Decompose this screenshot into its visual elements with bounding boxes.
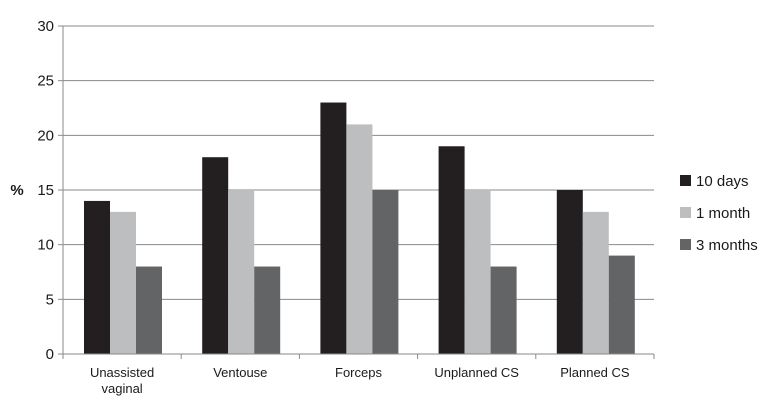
y-tick-label: 20 bbox=[37, 127, 54, 144]
bar bbox=[556, 190, 583, 354]
bar bbox=[254, 266, 281, 354]
x-category-label: Planned CS bbox=[560, 365, 630, 380]
legend-label: 10 days bbox=[696, 173, 749, 190]
x-category-label: Unplanned CS bbox=[434, 365, 519, 380]
y-tick-label: 5 bbox=[46, 291, 54, 308]
bar bbox=[110, 211, 136, 354]
x-category-label: Ventouse bbox=[213, 365, 267, 380]
bar bbox=[438, 146, 465, 354]
y-tick-label: 30 bbox=[37, 18, 54, 35]
y-tick-label: 0 bbox=[46, 346, 54, 363]
bar bbox=[320, 102, 347, 355]
axes bbox=[58, 26, 655, 359]
bar bbox=[136, 266, 162, 354]
bar bbox=[608, 255, 635, 354]
bar bbox=[346, 124, 373, 355]
y-axis-title: % bbox=[10, 182, 23, 199]
bar bbox=[464, 190, 491, 354]
y-tick-label: 25 bbox=[37, 73, 54, 90]
y-tick-label: 10 bbox=[37, 237, 54, 254]
legend-swatch bbox=[680, 207, 691, 218]
x-category-label: Forceps bbox=[335, 365, 382, 380]
bar bbox=[228, 190, 255, 354]
y-axis-ticks: 0 5 10 15 20 25 30 bbox=[37, 18, 63, 363]
legend-label: 1 month bbox=[696, 205, 750, 222]
bar bbox=[490, 266, 517, 354]
bar bbox=[582, 211, 609, 354]
legend: 10 days 1 month 3 months bbox=[680, 173, 758, 254]
bar bbox=[372, 190, 399, 354]
y-tick-label: 15 bbox=[37, 182, 54, 199]
bars bbox=[84, 102, 635, 355]
bar bbox=[84, 200, 110, 354]
legend-label: 3 months bbox=[696, 237, 758, 254]
bar bbox=[202, 157, 229, 354]
x-axis-category-labels: Unassisted vaginal Ventouse Forceps Unplanne… bbox=[90, 365, 630, 396]
legend-swatch bbox=[680, 239, 691, 250]
legend-swatch bbox=[680, 175, 691, 186]
x-category-label: Unassisted vaginal bbox=[90, 365, 154, 396]
